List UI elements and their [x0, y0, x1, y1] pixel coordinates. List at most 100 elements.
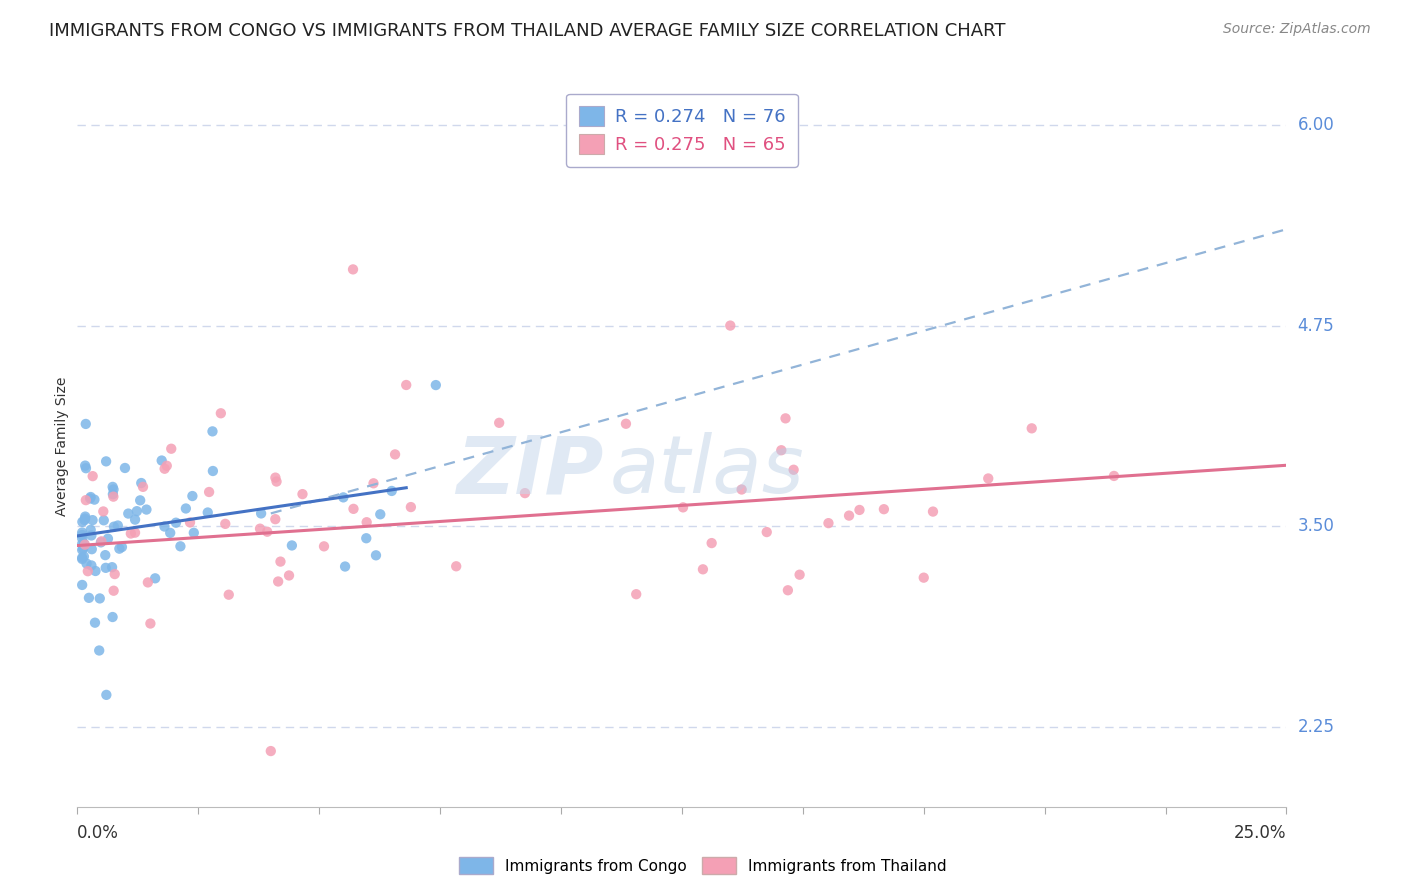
Point	[94, 561, 117, 575]
Point	[332, 491, 354, 505]
Point	[912, 571, 935, 585]
Point	[107, 518, 129, 533]
Point	[169, 539, 191, 553]
Point	[73, 513, 96, 527]
Point	[90, 535, 112, 549]
Point	[817, 516, 839, 530]
Point	[198, 485, 221, 500]
Point	[72, 515, 94, 529]
Point	[93, 513, 115, 527]
Point	[281, 538, 304, 552]
Point	[513, 486, 536, 500]
Point	[179, 516, 201, 530]
Point	[159, 525, 181, 540]
Point	[444, 559, 467, 574]
Point	[83, 492, 105, 507]
Text: 2.25: 2.25	[1298, 718, 1334, 736]
Text: 3.50: 3.50	[1298, 517, 1334, 535]
Point	[384, 447, 406, 461]
Point	[75, 461, 97, 475]
Point	[70, 532, 93, 546]
Point	[96, 688, 118, 702]
Point	[249, 522, 271, 536]
Text: 4.75: 4.75	[1298, 317, 1334, 334]
Point	[89, 591, 111, 606]
Point	[160, 442, 183, 456]
Point	[165, 516, 187, 530]
Point	[143, 571, 166, 585]
Point	[269, 555, 291, 569]
Point	[264, 512, 287, 526]
Point	[399, 500, 422, 514]
Point	[291, 487, 314, 501]
Point	[267, 574, 290, 589]
Point	[356, 515, 378, 529]
Point	[977, 471, 1000, 485]
Point	[70, 528, 93, 542]
Point	[209, 406, 232, 420]
Point	[342, 501, 364, 516]
Point	[782, 463, 804, 477]
Point	[103, 490, 125, 504]
Point	[75, 493, 97, 508]
Point	[381, 483, 404, 498]
Point	[755, 524, 778, 539]
Point	[218, 588, 240, 602]
Point	[312, 539, 335, 553]
Point	[91, 504, 114, 518]
Point	[101, 560, 124, 574]
Point	[94, 454, 117, 468]
Point	[150, 453, 173, 467]
Point	[80, 542, 103, 557]
Point	[75, 509, 97, 524]
Point	[488, 416, 510, 430]
Point	[135, 502, 157, 516]
Point	[73, 536, 96, 550]
Point	[197, 506, 219, 520]
Text: IMMIGRANTS FROM CONGO VS IMMIGRANTS FROM THAILAND AVERAGE FAMILY SIZE CORRELATIO: IMMIGRANTS FROM CONGO VS IMMIGRANTS FROM…	[49, 22, 1005, 40]
Point	[70, 537, 93, 551]
Point	[873, 502, 896, 516]
Point	[117, 507, 139, 521]
Point	[183, 525, 205, 540]
Point	[73, 538, 96, 552]
Point	[101, 487, 124, 501]
Point	[108, 541, 131, 556]
Point	[80, 558, 103, 573]
Legend: R = 0.274   N = 76, R = 0.275   N = 65: R = 0.274 N = 76, R = 0.275 N = 65	[565, 94, 799, 167]
Point	[181, 489, 204, 503]
Point	[672, 500, 695, 515]
Text: ZIP: ZIP	[456, 433, 603, 510]
Point	[97, 532, 120, 546]
Text: 25.0%: 25.0%	[1234, 824, 1286, 842]
Point	[70, 550, 93, 565]
Point	[114, 461, 136, 475]
Point	[614, 417, 637, 431]
Point	[82, 513, 104, 527]
Point	[201, 464, 224, 478]
Point	[80, 528, 103, 542]
Point	[153, 519, 176, 533]
Point	[84, 564, 107, 578]
Point	[364, 549, 387, 563]
Point	[90, 534, 112, 549]
Point	[260, 744, 283, 758]
Point	[848, 503, 870, 517]
Point	[70, 543, 93, 558]
Point	[838, 508, 860, 523]
Point	[264, 470, 287, 484]
Text: Source: ZipAtlas.com: Source: ZipAtlas.com	[1223, 22, 1371, 37]
Point	[256, 524, 278, 539]
Point	[136, 575, 159, 590]
Point	[425, 378, 447, 392]
Text: 0.0%: 0.0%	[77, 824, 120, 842]
Y-axis label: Average Family Size: Average Family Size	[55, 376, 69, 516]
Point	[395, 378, 418, 392]
Point	[626, 587, 648, 601]
Point	[153, 461, 176, 475]
Point	[75, 511, 97, 525]
Point	[70, 525, 93, 540]
Legend: Immigrants from Congo, Immigrants from Thailand: Immigrants from Congo, Immigrants from T…	[453, 851, 953, 880]
Point	[356, 531, 378, 545]
Point	[201, 425, 224, 439]
